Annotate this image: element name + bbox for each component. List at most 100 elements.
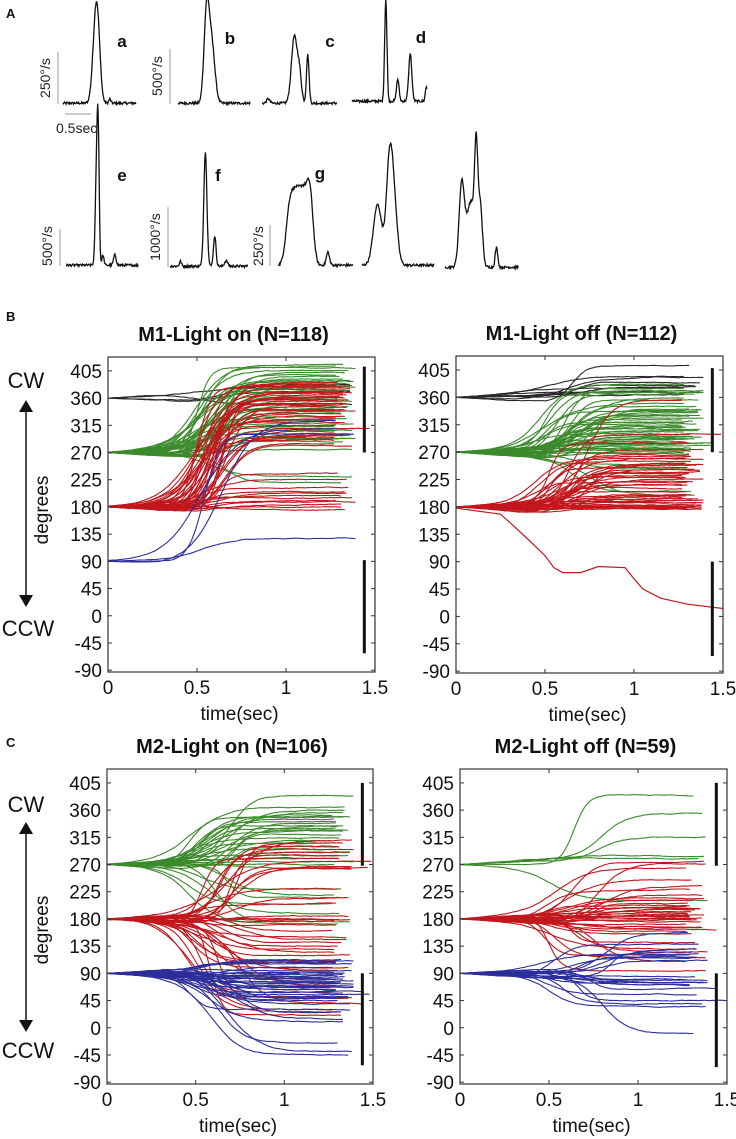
panel-label-a: A [6,6,16,21]
velocity-trace [62,1,137,107]
trajectory-trace [107,972,349,1056]
time-scale-label: 0.5sec [56,120,97,136]
chart-title: M1-Light on (N=118) [138,324,329,346]
trajectory-trace [460,864,708,902]
ccw-label: CCW [2,616,55,641]
y-tick-label: 0 [90,1019,101,1040]
panel-label-c: C [6,735,16,750]
trace-letter-label: c [325,32,334,51]
trace-letter-label: g [315,164,325,183]
x-tick-label: 1.5 [362,678,388,699]
trace-group [108,363,370,563]
trajectory-trace [456,446,692,453]
chart-title: M1-Light off (N=112) [486,323,678,345]
y-tick-label: 0 [443,1019,454,1040]
trace-letter-label: e [117,166,126,185]
trace-group [107,794,372,1056]
x-tick-label: 0 [455,1090,466,1111]
trajectory-trace [456,446,691,453]
trace-letter-label: d [416,28,426,47]
y-tick-label: 270 [418,443,450,464]
y-tick-label: 360 [418,388,450,409]
x-tick-label: 0 [102,1090,113,1111]
velocity-trace [65,103,139,269]
trajectory-trace [107,845,340,920]
chart-title: M2-Light off (N=59) [495,736,677,758]
velocity-scale-label: 500°/s [39,226,55,266]
trajectory-trace [107,972,343,1021]
trajectory-trace [456,507,723,610]
y-tick-label: 135 [69,937,101,958]
velocity-scale-label: 250°/s [250,226,266,266]
y-tick-label: 225 [69,883,101,904]
cw-label: CW [8,368,45,393]
trajectory-trace [108,505,345,511]
trajectory-trace [108,386,356,453]
trajectory-trace [107,842,343,920]
trajectory-trace [107,864,338,925]
velocity-trace [351,0,428,105]
trace-letter-label: f [215,166,221,185]
y-tick-label: -90 [423,662,450,683]
x-axis-label: time(sec) [200,704,278,725]
x-tick-label: 0.5 [532,679,558,700]
y-tick-label: 180 [422,910,454,931]
y-tick-label: 225 [422,883,454,904]
panel-label-b: B [6,309,15,324]
velocity-trace [277,177,354,269]
y-axis-label: degrees [32,476,53,545]
trajectory-trace [108,537,356,562]
y-tick-label: 360 [422,801,454,822]
trajectory-trace [460,793,694,866]
y-tick-label: 90 [81,552,102,573]
trajectory-trace [460,916,708,954]
x-tick-label: 1.5 [710,679,736,700]
trajectory-trace [107,916,338,947]
trajectory-trace [460,854,704,866]
ccw-label: CCW [2,1038,55,1063]
trajectory-trace [108,448,352,458]
y-tick-label: 270 [422,856,454,877]
x-tick-label: 0.5 [182,1090,208,1111]
y-tick-label: 45 [429,580,450,601]
trajectory-trace [107,972,350,1011]
y-tick-label: -90 [74,1073,101,1094]
velocity-trace [169,152,249,270]
arrow-down-icon [19,595,33,607]
trajectory-trace [460,918,717,931]
plot-frame [455,355,724,674]
y-tick-label: 135 [70,525,102,546]
x-axis-label: time(sec) [548,705,626,726]
arrow-up-icon [19,822,33,834]
trajectory-trace [108,419,336,563]
y-tick-label: -45 [74,1046,101,1067]
plot-frame [106,768,374,1085]
y-tick-label: 405 [70,362,102,383]
arrow-up-icon [19,400,33,412]
y-tick-label: 180 [418,498,450,519]
trajectory-trace [460,918,687,963]
y-tick-label: -90 [427,1073,454,1094]
trajectory-trace [460,918,690,957]
trajectory-trace [456,502,686,509]
trajectory-trace [108,451,352,478]
y-tick-label: 180 [69,910,101,931]
trajectory-trace [108,500,356,511]
trajectory-trace [108,427,338,561]
x-tick-label: 0 [103,678,114,699]
plot-frame [459,768,728,1085]
velocity-trace [361,141,435,269]
y-tick-label: 270 [69,856,101,877]
trajectory-trace [460,970,717,991]
trajectory-trace [108,494,342,508]
trajectory-trace [107,972,338,1044]
y-tick-label: 315 [418,416,450,437]
trace-letter-label: a [117,32,127,51]
panel-a-velocity-traces: 250°/s a 500°/s b c d 500°/s e 1000°/s f 250°/s g 0.… [37,0,519,271]
trace-group [456,364,723,610]
trajectory-trace [460,968,724,1002]
velocity-trace [444,131,519,271]
